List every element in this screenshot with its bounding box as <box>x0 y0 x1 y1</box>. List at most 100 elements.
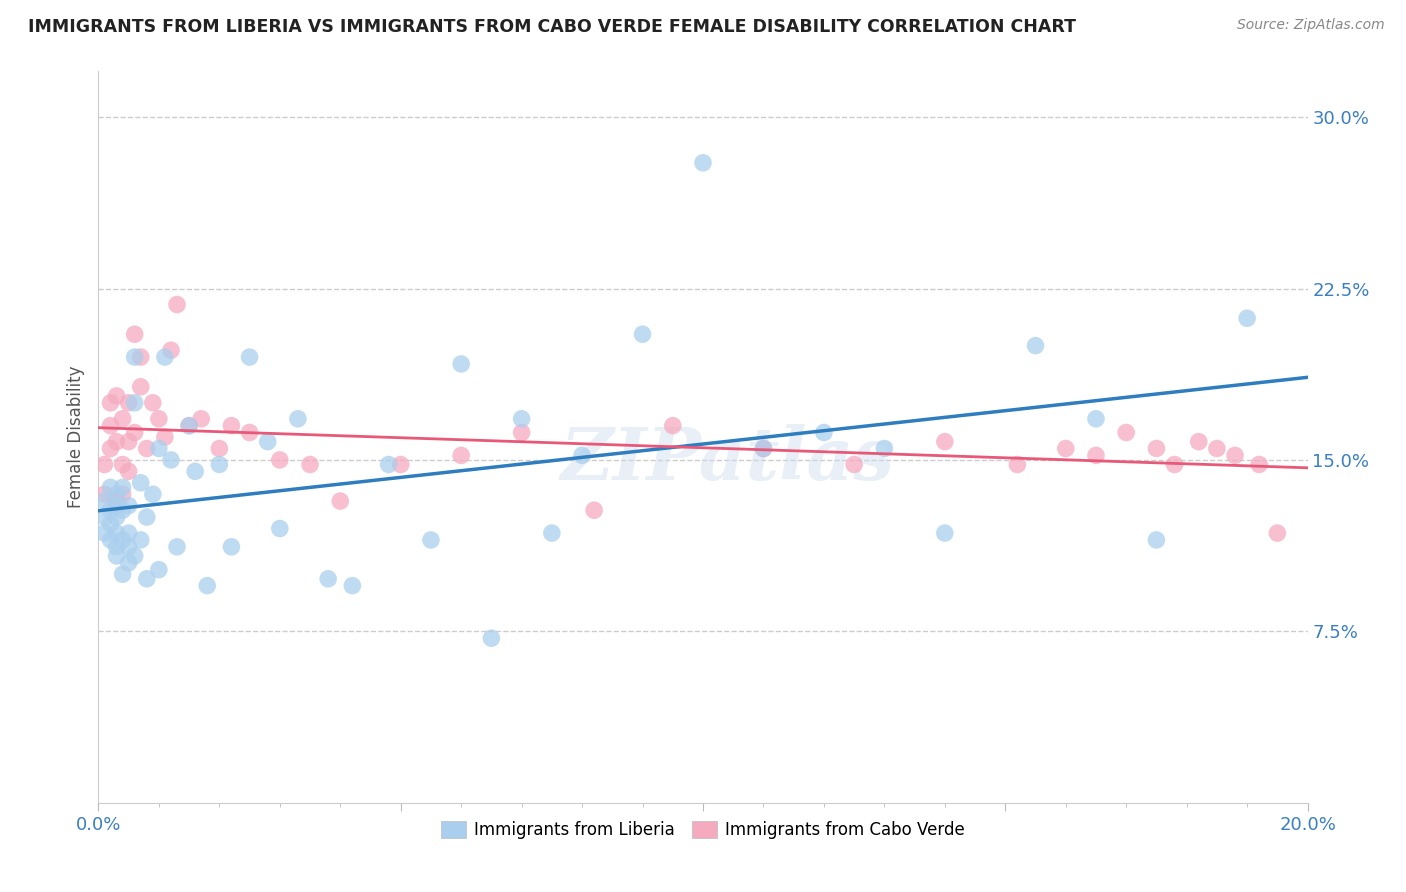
Point <box>129 380 152 394</box>
Point <box>540 526 562 541</box>
Y-axis label: Female Disability: Female Disability <box>66 366 84 508</box>
Point <box>195 579 218 593</box>
Point <box>111 567 134 582</box>
Point <box>934 434 956 449</box>
Point <box>184 464 207 478</box>
Point <box>135 572 157 586</box>
Point <box>510 412 533 426</box>
Point <box>269 453 291 467</box>
Point <box>1085 449 1108 463</box>
Point <box>118 556 141 570</box>
Point <box>1236 311 1258 326</box>
Point <box>481 632 503 646</box>
Point <box>450 449 472 463</box>
Point <box>1188 434 1211 449</box>
Point <box>692 155 714 169</box>
Point <box>389 458 412 472</box>
Point <box>100 442 122 456</box>
Point <box>105 526 128 541</box>
Point <box>256 434 278 449</box>
Point <box>1144 533 1167 547</box>
Legend: Immigrants from Liberia, Immigrants from Cabo Verde: Immigrants from Liberia, Immigrants from… <box>434 814 972 846</box>
Point <box>93 494 115 508</box>
Point <box>153 430 176 444</box>
Point <box>124 549 146 563</box>
Point <box>124 350 146 364</box>
Point <box>100 533 122 547</box>
Point <box>583 503 606 517</box>
Point <box>1007 458 1029 472</box>
Point <box>316 572 339 586</box>
Point <box>342 579 364 593</box>
Point <box>100 503 122 517</box>
Point <box>287 412 309 426</box>
Point <box>752 442 775 456</box>
Point <box>631 327 654 342</box>
Point <box>105 510 128 524</box>
Point <box>179 418 201 433</box>
Point <box>239 425 262 440</box>
Point <box>129 533 152 547</box>
Point <box>118 434 141 449</box>
Point <box>166 297 188 311</box>
Point <box>1163 458 1185 472</box>
Point <box>100 418 122 433</box>
Point <box>752 442 775 456</box>
Point <box>105 540 128 554</box>
Point <box>111 412 134 426</box>
Text: IMMIGRANTS FROM LIBERIA VS IMMIGRANTS FROM CABO VERDE FEMALE DISABILITY CORRELAT: IMMIGRANTS FROM LIBERIA VS IMMIGRANTS FR… <box>28 18 1076 36</box>
Point <box>221 418 243 433</box>
Point <box>129 350 152 364</box>
Point <box>142 396 165 410</box>
Point <box>111 487 134 501</box>
Point <box>813 425 835 440</box>
Point <box>661 418 683 433</box>
Point <box>111 533 134 547</box>
Point <box>153 350 176 364</box>
Point <box>239 350 262 364</box>
Point <box>208 458 231 472</box>
Point <box>105 549 128 563</box>
Point <box>118 526 141 541</box>
Point <box>844 458 866 472</box>
Point <box>934 526 956 541</box>
Point <box>100 396 122 410</box>
Text: Source: ZipAtlas.com: Source: ZipAtlas.com <box>1237 18 1385 32</box>
Point <box>105 389 128 403</box>
Point <box>190 412 212 426</box>
Point <box>420 533 443 547</box>
Point <box>100 516 122 531</box>
Point <box>129 475 152 490</box>
Point <box>111 458 134 472</box>
Point <box>160 343 183 358</box>
Point <box>166 540 188 554</box>
Text: ZIPatlas: ZIPatlas <box>560 424 894 494</box>
Point <box>873 442 896 456</box>
Point <box>105 487 128 501</box>
Point <box>135 510 157 524</box>
Point <box>105 434 128 449</box>
Point <box>1223 449 1246 463</box>
Point <box>571 449 593 463</box>
Point <box>269 521 291 535</box>
Point <box>1267 526 1289 541</box>
Point <box>1085 412 1108 426</box>
Point <box>160 453 183 467</box>
Point <box>1024 338 1046 352</box>
Point <box>118 499 141 513</box>
Point <box>100 480 122 494</box>
Point <box>111 480 134 494</box>
Point <box>135 442 157 456</box>
Point <box>105 499 128 513</box>
Point <box>1054 442 1077 456</box>
Point <box>329 494 352 508</box>
Point <box>124 425 146 440</box>
Point <box>377 458 399 472</box>
Point <box>111 503 134 517</box>
Point <box>142 487 165 501</box>
Point <box>148 412 170 426</box>
Point <box>1115 425 1137 440</box>
Point <box>118 464 141 478</box>
Point <box>179 418 201 433</box>
Point <box>148 442 170 456</box>
